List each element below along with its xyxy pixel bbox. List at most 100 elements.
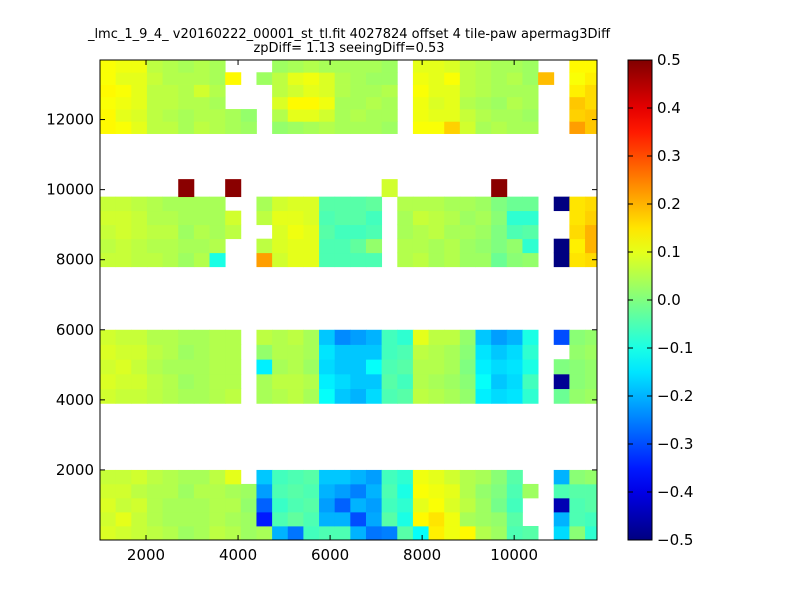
heatmap-cell — [131, 72, 148, 85]
heatmap-cell — [256, 344, 273, 360]
heatmap-cell — [601, 484, 617, 498]
heatmap-cell — [569, 511, 586, 527]
heatmap-cell — [601, 389, 617, 404]
heatmap-cell — [428, 511, 445, 527]
heatmap-cell — [225, 72, 242, 85]
heatmap-cell — [240, 511, 257, 527]
heatmap-cell — [491, 60, 508, 73]
heatmap-cell — [178, 60, 195, 73]
heatmap-cell — [569, 121, 586, 134]
colorbar-tick-label: −0.1 — [657, 339, 693, 357]
heatmap-cell — [100, 344, 117, 360]
heatmap-cell — [444, 84, 461, 98]
heatmap-cell — [146, 96, 163, 110]
heatmap-cell — [287, 121, 304, 134]
heatmap-cell — [679, 97, 695, 110]
heatmap-cell — [491, 84, 508, 98]
heatmap-cell — [100, 469, 117, 485]
heatmap-cell — [679, 253, 695, 267]
heatmap-cell — [287, 210, 304, 226]
chart-subtitle: zpDiff= 1.13 seeingDiff=0.53 — [253, 41, 444, 56]
heatmap-cell — [663, 225, 679, 239]
heatmap-cell — [585, 373, 597, 390]
heatmap-cell — [131, 196, 148, 212]
heatmap-cell — [256, 252, 273, 268]
heatmap-cell — [506, 121, 523, 134]
heatmap-cell — [475, 252, 492, 268]
heatmap-cell — [162, 388, 179, 404]
heatmap-cell — [475, 210, 492, 226]
heatmap-cell — [444, 196, 461, 212]
heatmap-cell — [162, 210, 179, 226]
heatmap-cell — [287, 329, 304, 345]
heatmap-cell — [256, 511, 273, 527]
heatmap-cell — [100, 224, 117, 240]
heatmap-cell — [334, 96, 351, 110]
heatmap-cell — [334, 483, 351, 499]
heatmap-cell — [428, 329, 445, 345]
heatmap-cell — [365, 84, 383, 98]
heatmap-cell — [209, 329, 226, 345]
heatmap-cell — [475, 84, 492, 98]
heatmap-cell — [178, 109, 195, 122]
heatmap-cell — [319, 121, 336, 134]
y-tick-label: 6000 — [56, 321, 94, 339]
heatmap-cell — [319, 210, 336, 226]
heatmap-cell — [365, 329, 383, 345]
heatmap-cell — [225, 359, 242, 375]
heatmap-cell — [272, 109, 289, 122]
heatmap-cell — [381, 344, 398, 360]
heatmap-cell — [365, 96, 383, 110]
heatmap-cell — [162, 224, 179, 240]
heatmap-cell — [601, 498, 617, 512]
heatmap-cell — [319, 525, 336, 540]
heatmap-cell — [506, 497, 523, 513]
heatmap-cell — [381, 109, 398, 122]
heatmap-cell — [428, 72, 445, 85]
heatmap-cell — [193, 388, 210, 404]
plot-frame — [99, 59, 598, 541]
heatmap-cell — [475, 72, 492, 85]
heatmap-cell — [287, 497, 304, 513]
heatmap-cell — [459, 109, 476, 122]
heatmap-cell — [131, 210, 148, 226]
heatmap-cell — [209, 60, 226, 73]
heatmap-cell — [444, 511, 461, 527]
heatmap-cell — [601, 330, 617, 345]
heatmap-cell — [381, 483, 398, 499]
heatmap-cell — [585, 497, 597, 513]
heatmap-cell — [475, 96, 492, 110]
heatmap-cell — [146, 388, 163, 404]
heatmap-cell — [585, 238, 597, 254]
heatmap-cell — [444, 388, 461, 404]
heatmap-cell — [506, 96, 523, 110]
heatmap-cell — [350, 483, 367, 499]
heatmap-cell — [209, 196, 226, 212]
heatmap-cell — [444, 96, 461, 110]
heatmap-cell — [679, 121, 695, 134]
heatmap-cell — [115, 210, 132, 226]
heatmap-cell — [459, 483, 476, 499]
heatmap-cell — [569, 344, 586, 360]
heatmap-cell — [146, 373, 163, 390]
heatmap-cell — [428, 238, 445, 254]
heatmap-cell — [256, 238, 273, 254]
heatmap-cell — [225, 483, 242, 499]
heatmap-cell — [585, 72, 597, 85]
heatmap-cell — [585, 84, 597, 98]
heatmap-cell — [506, 238, 523, 254]
heatmap-cell — [444, 359, 461, 375]
heatmap-cell — [319, 224, 336, 240]
heatmap-cell — [506, 329, 523, 345]
heatmap-cell — [350, 196, 367, 212]
heatmap-cell — [131, 252, 148, 268]
heatmap-cell — [240, 109, 257, 122]
heatmap-cell — [178, 96, 195, 110]
heatmap-cell — [491, 388, 508, 404]
heatmap-cell — [100, 329, 117, 345]
heatmap-cell — [569, 469, 586, 485]
heatmap-cell — [601, 512, 617, 526]
colorbar-tick-label: 0.3 — [657, 147, 681, 165]
heatmap-cell — [412, 224, 429, 240]
x-tick-label: 4000 — [219, 546, 257, 564]
